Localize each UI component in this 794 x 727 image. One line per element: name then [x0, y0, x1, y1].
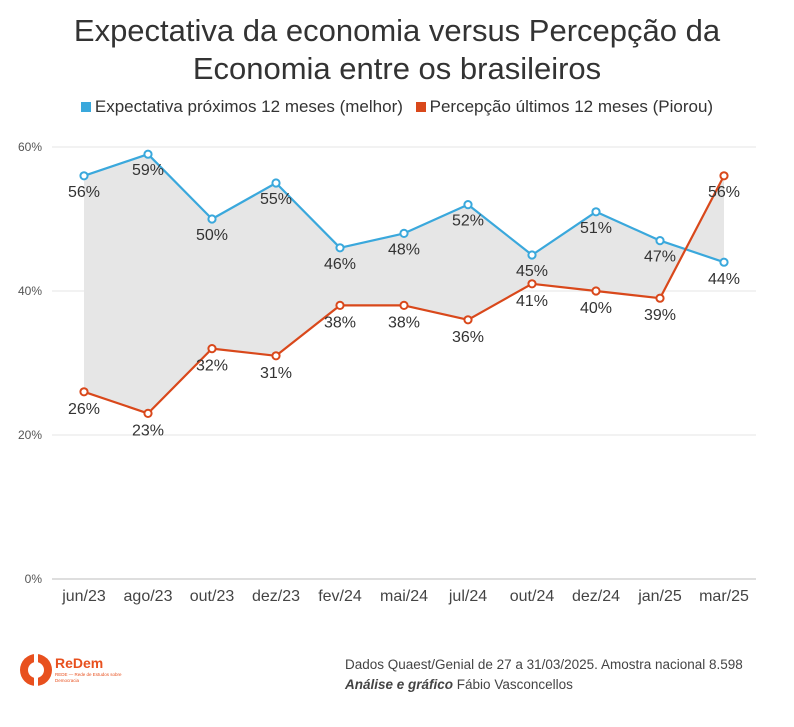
data-point-percepcao [527, 279, 537, 289]
data-point-expectativa [463, 200, 473, 210]
title-line-1: Expectativa da economia versus Percepção… [73, 13, 721, 48]
data-label-expectativa: 59% [132, 162, 164, 179]
x-tick-label: fev/24 [318, 588, 362, 605]
data-label-percepcao: 40% [580, 300, 612, 317]
data-point-expectativa [143, 149, 153, 159]
legend-label-expectativa: Expectativa próximos 12 meses (melhor) [94, 97, 403, 116]
redem-logo-mark-icon [20, 652, 52, 688]
data-point-expectativa [527, 250, 537, 260]
data-label-expectativa: 56% [68, 184, 100, 201]
data-label-percepcao: 56% [708, 184, 740, 201]
data-point-expectativa [207, 214, 217, 224]
data-label-expectativa: 51% [580, 220, 612, 237]
data-point-expectativa [335, 243, 345, 253]
title-line-2: Economia entre os brasileiros [192, 51, 602, 86]
data-label-expectativa: 55% [260, 191, 292, 208]
x-tick-label: dez/24 [572, 588, 620, 605]
data-point-percepcao [719, 171, 729, 181]
x-tick-label: out/24 [510, 588, 555, 605]
data-label-percepcao: 38% [324, 314, 356, 331]
data-label-percepcao: 26% [68, 401, 100, 418]
legend: Expectativa próximos 12 meses (melhor) P… [0, 97, 794, 117]
chart-title: Expectativa da economia versus Percepção… [0, 12, 794, 88]
data-label-expectativa: 46% [324, 256, 356, 273]
data-point-percepcao [399, 300, 409, 310]
data-point-percepcao [271, 351, 281, 361]
x-tick-label: ago/23 [124, 588, 173, 605]
data-point-percepcao [655, 293, 665, 303]
data-label-percepcao: 38% [388, 314, 420, 331]
redem-logo: ReDem REDE — Rede de Estudos sobre Democ… [18, 648, 148, 698]
legend-label-percepcao: Percepção últimos 12 meses (Piorou) [429, 97, 714, 116]
legend-swatch-expectativa [80, 102, 91, 112]
data-point-expectativa [79, 171, 89, 181]
data-point-expectativa [719, 257, 729, 267]
data-point-expectativa [591, 207, 601, 217]
data-label-expectativa: 44% [708, 271, 740, 288]
data-label-percepcao: 39% [644, 307, 676, 324]
data-point-expectativa [271, 178, 281, 188]
data-label-percepcao: 41% [516, 293, 548, 310]
data-point-percepcao [79, 387, 89, 397]
data-point-percepcao [143, 408, 153, 418]
data-label-expectativa: 50% [196, 227, 228, 244]
credit-name: Fábio Vasconcellos [453, 677, 573, 692]
y-tick-label: 60% [18, 140, 42, 154]
y-tick-label: 40% [18, 284, 42, 298]
data-point-percepcao [463, 315, 473, 325]
data-label-expectativa: 52% [452, 213, 484, 230]
legend-item-percepcao: Percepção últimos 12 meses (Piorou) [415, 97, 714, 117]
x-tick-label: jun/23 [61, 588, 106, 605]
credit-label: Análise e gráfico [345, 677, 454, 692]
data-point-percepcao [591, 286, 601, 296]
data-label-percepcao: 23% [132, 422, 164, 439]
data-label-percepcao: 31% [260, 365, 292, 382]
x-tick-label: mai/24 [380, 588, 428, 605]
x-tick-label: mar/25 [699, 588, 749, 605]
data-label-expectativa: 47% [644, 249, 676, 266]
y-tick-label: 20% [18, 428, 42, 442]
logo-brand: ReDem [55, 655, 104, 671]
data-label-expectativa: 45% [516, 263, 548, 280]
y-tick-label: 0% [25, 572, 43, 586]
source-note: Dados Quaest/Genial de 27 a 31/03/2025. … [345, 657, 743, 672]
data-label-expectativa: 48% [388, 241, 420, 258]
data-label-percepcao: 36% [452, 329, 484, 346]
credit-note: Análise e gráfico Fábio Vasconcellos [345, 675, 743, 695]
legend-swatch-percepcao [415, 102, 426, 112]
logo-tagline: REDE — Rede de Estudos sobre Democracia [55, 672, 122, 683]
x-tick-label: out/23 [190, 588, 235, 605]
x-tick-label: dez/23 [252, 588, 300, 605]
legend-item-expectativa: Expectativa próximos 12 meses (melhor) [80, 97, 403, 117]
data-point-percepcao [207, 344, 217, 354]
data-point-percepcao [335, 300, 345, 310]
x-tick-label: jul/24 [448, 588, 487, 605]
x-tick-label: jan/25 [637, 588, 682, 605]
data-point-expectativa [399, 228, 409, 238]
area-between-series [84, 154, 724, 414]
data-point-expectativa [655, 236, 665, 246]
data-label-percepcao: 32% [196, 358, 228, 375]
footer: Dados Quaest/Genial de 27 a 31/03/2025. … [345, 655, 743, 695]
